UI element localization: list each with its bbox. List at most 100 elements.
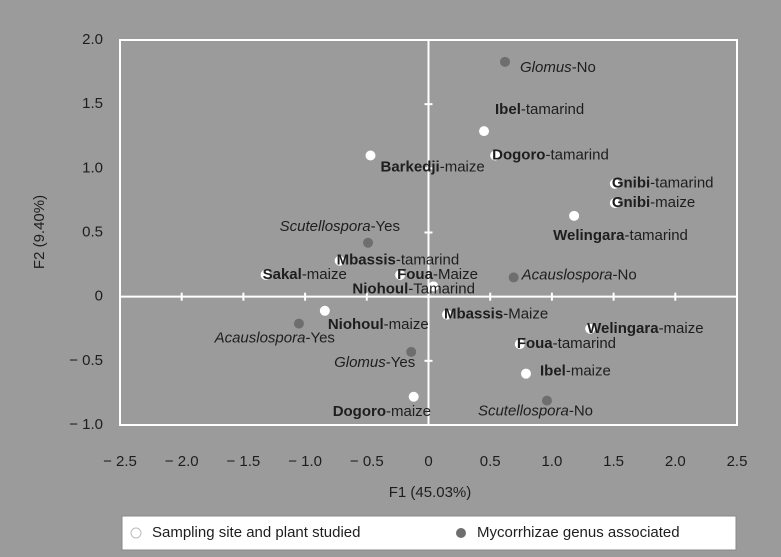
label-rest: -Maize	[433, 266, 478, 283]
label-key: Niohoul	[328, 316, 384, 333]
label-key: Scutellospora	[478, 403, 569, 420]
data-point	[514, 339, 525, 350]
y-tick-label: − 0.5	[69, 352, 103, 369]
point-label: Gnibi-maize	[612, 194, 695, 211]
legend-marker	[130, 527, 142, 539]
x-tick-label: 2.0	[665, 453, 686, 470]
label-rest: -tamarind	[396, 252, 459, 269]
point-label: Mbassis-Maize	[444, 306, 548, 323]
point-label: Foua-tamarind	[517, 335, 616, 352]
point-label: Acauslospora-No	[521, 266, 637, 283]
data-point	[428, 281, 439, 292]
label-key: Glomus	[520, 59, 572, 76]
label-key: Mbassis	[337, 252, 396, 269]
y-tick-label: 0.5	[82, 223, 103, 240]
data-point	[520, 368, 531, 379]
point-label: Niohoul-maize	[328, 316, 429, 333]
label-rest: -No	[569, 403, 593, 420]
label-key: Ibel	[495, 101, 521, 118]
label-key: Dogoro	[492, 146, 545, 163]
label-rest: -tamarind	[650, 175, 713, 192]
data-point	[365, 150, 376, 161]
point-label: Ibel-maize	[540, 363, 611, 380]
legend-box	[121, 515, 737, 551]
x-tick-label: − 1.5	[227, 453, 261, 470]
point-label: Scutellospora-No	[478, 403, 593, 420]
y-tick-label: 0	[95, 288, 103, 305]
point-label: Glomus-No	[520, 59, 596, 76]
label-rest: -maize	[566, 363, 611, 380]
label-rest: -tamarind	[545, 146, 608, 163]
x-tick-label: − 0.5	[350, 453, 384, 470]
label-key: Ibel	[540, 363, 566, 380]
label-key: Foua	[397, 266, 433, 283]
label-rest: -maize	[440, 158, 485, 175]
label-rest: -maize	[384, 316, 429, 333]
x-axis-label: F1 (45.03%)	[389, 484, 472, 501]
label-rest: -No	[572, 59, 596, 76]
point-label: Niohoul-Tamarind	[352, 280, 475, 297]
label-key: Acauslospora	[521, 266, 613, 283]
data-point	[260, 269, 271, 280]
data-point	[406, 346, 417, 357]
label-rest: -tamarind	[553, 335, 616, 352]
label-key: Dogoro	[333, 403, 386, 420]
label-key: Glomus	[334, 354, 386, 371]
point-label: Sakal-maize	[263, 266, 347, 283]
data-point	[334, 255, 345, 266]
label-key: Gnibi	[612, 175, 650, 192]
label-key: Gnibi	[612, 194, 650, 211]
data-point	[569, 210, 580, 221]
y-axis-label: F2 (9.40%)	[31, 195, 48, 269]
label-rest: -maize	[659, 320, 704, 337]
label-rest: -Yes	[371, 218, 400, 235]
x-tick-label: 2.5	[727, 453, 748, 470]
data-point	[490, 150, 501, 161]
point-label: Acauslospora-Yes	[214, 330, 335, 347]
data-point	[541, 395, 552, 406]
legend-label: Mycorrhizae genus associated	[477, 524, 680, 541]
label-rest: -maize	[650, 194, 695, 211]
label-key: Sakal	[263, 266, 302, 283]
x-tick-label: 1.5	[603, 453, 624, 470]
y-tick-label: − 1.0	[69, 416, 103, 433]
point-label: Glomus-Yes	[334, 354, 415, 371]
data-point	[479, 126, 490, 137]
x-tick-label: 0.5	[480, 453, 501, 470]
data-point	[609, 197, 620, 208]
label-key: Acauslospora	[214, 330, 306, 347]
x-tick-label: 0	[424, 453, 432, 470]
point-label: Welingara-tamarind	[553, 227, 688, 244]
data-point	[585, 323, 596, 334]
label-key: Welingara	[553, 227, 625, 244]
point-label: Foua-Maize	[397, 266, 478, 283]
label-key: Welingara	[587, 320, 659, 337]
y-tick-label: 1.5	[82, 95, 103, 112]
label-rest: -Yes	[305, 330, 334, 347]
label-rest: -maize	[386, 403, 431, 420]
point-label: Mbassis-tamarind	[337, 252, 460, 269]
label-rest: -Tamarind	[408, 280, 475, 297]
point-label: Dogoro-maize	[333, 403, 431, 420]
legend-marker	[456, 528, 466, 538]
label-key: Foua	[517, 335, 553, 352]
point-label: Ibel-tamarind	[495, 101, 584, 118]
label-key: Barkedji	[381, 158, 440, 175]
data-point	[609, 178, 620, 189]
data-point	[408, 391, 419, 402]
point-label: Gnibi-tamarind	[612, 175, 714, 192]
data-point	[395, 269, 406, 280]
data-point	[442, 309, 453, 320]
label-rest: -tamarind	[521, 101, 584, 118]
label-rest: -Yes	[386, 354, 415, 371]
data-point	[319, 305, 330, 316]
point-label: Scutellospora-Yes	[280, 218, 400, 235]
x-tick-label: − 1.0	[288, 453, 322, 470]
point-label: Barkedji-maize	[381, 158, 485, 175]
data-point	[363, 237, 374, 248]
y-tick-label: 2.0	[82, 31, 103, 48]
label-key: Mbassis	[444, 306, 503, 323]
legend-label: Sampling site and plant studied	[152, 524, 360, 541]
